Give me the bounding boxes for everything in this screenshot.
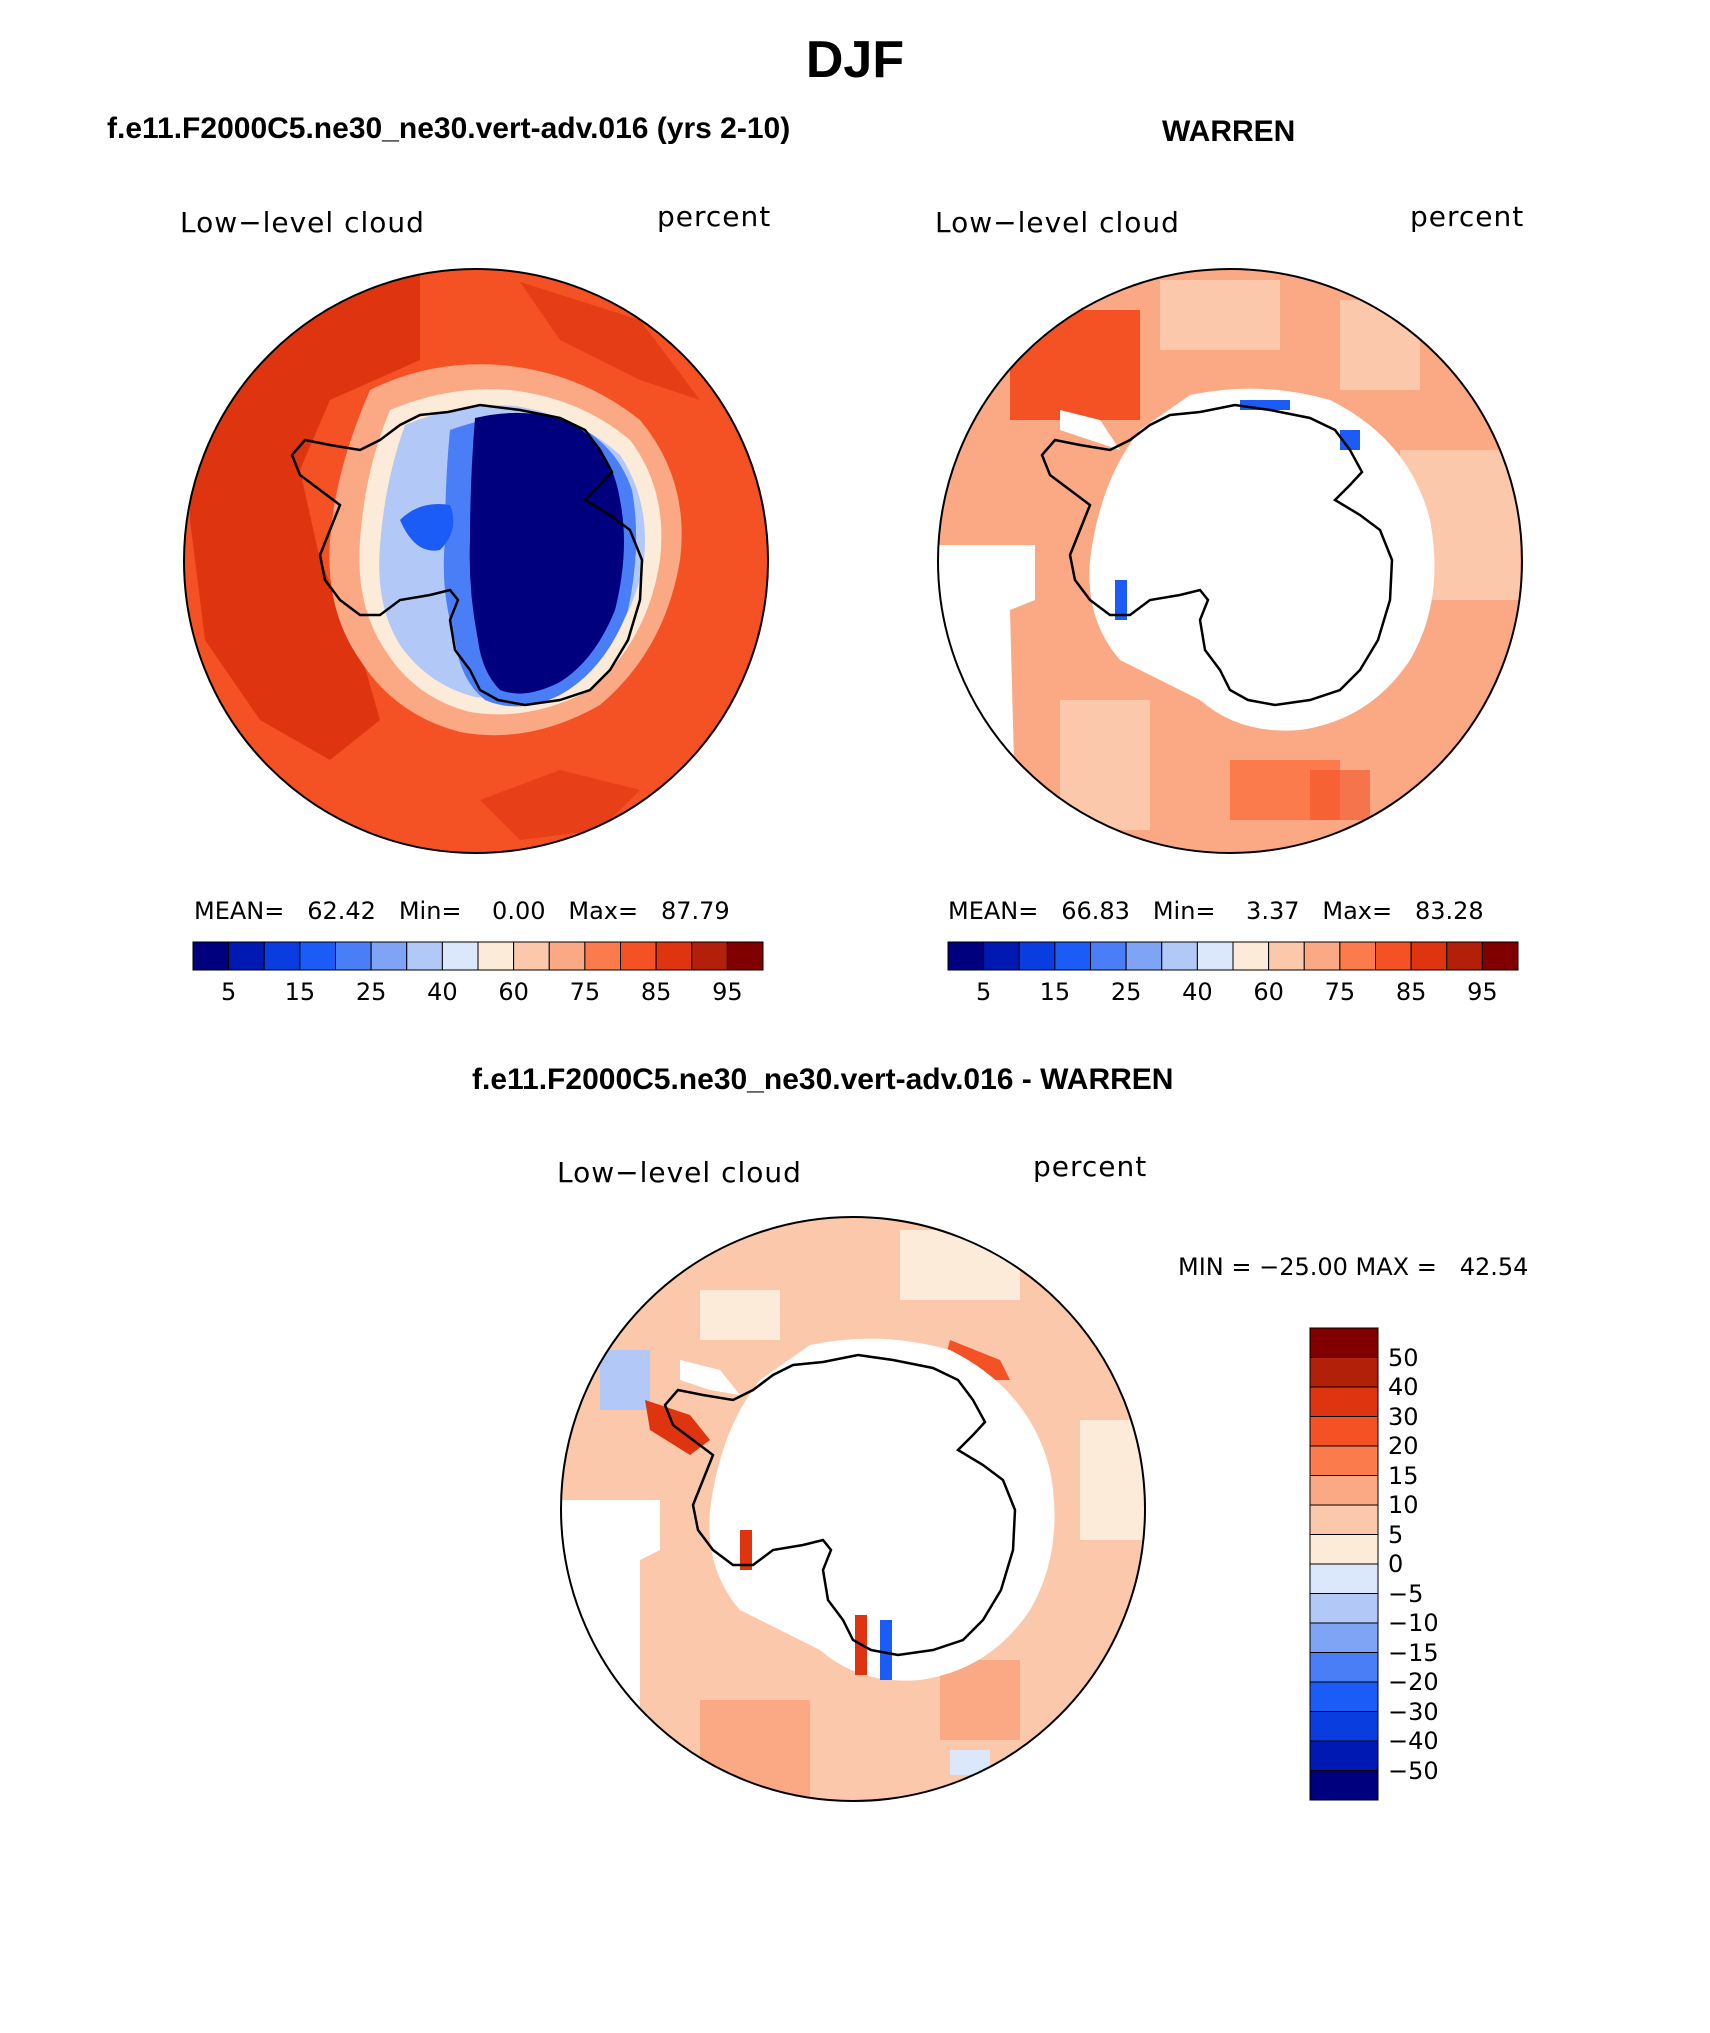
model-colorbar-swatch: [335, 941, 372, 971]
diff-colorbar-tick-label: 30: [1388, 1402, 1419, 1431]
diff-colorbar-tick-label: −15: [1388, 1638, 1439, 1667]
obs-panel-title: WARREN: [1162, 115, 1296, 148]
diff-colorbar-swatch: [1309, 1740, 1379, 1771]
obs-colorbar-swatch: [1196, 941, 1234, 971]
model-panel-title: f.e11.F2000C5.ne30_ne30.vert-adv.016 (yr…: [107, 112, 791, 145]
diff-colorbar-tick-label: 20: [1388, 1432, 1419, 1460]
diff-colorbar-tick-label: 15: [1388, 1461, 1419, 1490]
obs-colorbar-swatch: [1410, 941, 1448, 971]
diff-panel-title: f.e11.F2000C5.ne30_ne30.vert-adv.016 - W…: [472, 1063, 1174, 1096]
model-colorbar-swatch: [299, 941, 336, 971]
model-stats: MEAN= 62.42 Min= 0.00 Max= 87.79: [194, 897, 730, 925]
diff-colorbar-swatch: [1309, 1622, 1379, 1653]
obs-colorbar-swatch: [1339, 941, 1376, 971]
model-colorbar-tick-label: 95: [712, 978, 743, 1006]
obs-colorbar-swatch: [1268, 941, 1305, 971]
diff-colorbar-swatch: [1309, 1357, 1379, 1388]
model-colorbar-swatch: [655, 941, 693, 971]
model-colorbar-swatch: [477, 941, 515, 971]
model-colorbar-swatch: [726, 941, 764, 971]
obs-colorbar-tick-label: 75: [1324, 978, 1356, 1006]
diff-colorbar-swatch: [1309, 1563, 1379, 1594]
diff-antarctica-coastline: [663, 1353, 1017, 1657]
obs-colorbar-swatch: [1481, 941, 1519, 971]
diff-colorbar-tick-label: 50: [1388, 1343, 1419, 1372]
obs-colorbar-tick-label: 5: [975, 978, 992, 1006]
obs-antarctica-coastline: [1040, 403, 1394, 707]
obs-colorbar-swatch: [1161, 941, 1198, 971]
obs-colorbar-tick-label: 25: [1110, 978, 1142, 1006]
model-colorbar-tick-label: 85: [640, 978, 672, 1006]
model-colorbar-tick-label: 15: [284, 978, 316, 1006]
diff-colorbar-swatch: [1309, 1504, 1379, 1535]
figure-title: DJF: [805, 31, 905, 89]
model-colorbar-tick-label: 40: [427, 978, 458, 1006]
diff-colorbar-tick-label: −20: [1388, 1668, 1439, 1696]
model-variable-label: Low−level cloud: [180, 206, 425, 239]
diff-colorbar-swatch: [1309, 1593, 1379, 1624]
obs-colorbar-swatch: [983, 941, 1020, 971]
obs-variable-label: Low−level cloud: [935, 206, 1180, 239]
obs-colorbar-tick-label: 95: [1467, 978, 1498, 1006]
obs-units-label: percent: [1410, 200, 1525, 233]
obs-colorbar-tick-label: 40: [1182, 978, 1213, 1006]
model-colorbar-swatch: [370, 941, 408, 971]
obs-colorbar-swatch: [1018, 941, 1056, 971]
obs-colorbar-swatch: [1232, 941, 1270, 971]
diff-colorbar-tick-label: 40: [1388, 1373, 1419, 1401]
diff-colorbar-tick-label: −50: [1388, 1756, 1439, 1785]
diff-colorbar-swatch: [1309, 1445, 1379, 1476]
diff-colorbar-swatch: [1309, 1711, 1379, 1742]
obs-colorbar-swatch: [1054, 941, 1091, 971]
diff-map-boundary: [560, 1216, 1146, 1802]
obs-stats: MEAN= 66.83 Min= 3.37 Max= 83.28: [948, 897, 1484, 925]
obs-colorbar-tick-label: 60: [1253, 978, 1284, 1006]
model-colorbar-swatch: [192, 941, 230, 971]
obs-colorbar-swatch: [947, 941, 985, 971]
diff-colorbar-tick-label: 5: [1388, 1520, 1404, 1549]
model-colorbar-swatch: [406, 941, 443, 971]
diff-colorbar-tick-label: −30: [1388, 1697, 1439, 1726]
obs-colorbar-swatch: [1090, 941, 1127, 971]
diff-colorbar-tick-label: 0: [1388, 1550, 1404, 1578]
diff-minmax: MIN = −25.00 MAX = 42.54: [1178, 1253, 1529, 1281]
diff-units-label: percent: [1033, 1150, 1148, 1183]
diff-colorbar-swatch: [1309, 1327, 1379, 1358]
obs-colorbar-tick-label: 85: [1395, 978, 1427, 1006]
diff-variable-label: Low−level cloud: [557, 1156, 802, 1189]
model-colorbar-swatch: [228, 941, 265, 971]
diff-colorbar-swatch: [1309, 1534, 1379, 1565]
diff-colorbar-tick-label: −40: [1388, 1727, 1439, 1755]
diff-colorbar-swatch: [1309, 1475, 1379, 1506]
model-colorbar-tick-label: 25: [355, 978, 387, 1006]
model-antarctica-coastline: [290, 403, 644, 707]
model-colorbar-tick-label: 60: [498, 978, 529, 1006]
diff-colorbar-tick-label: −10: [1388, 1609, 1439, 1637]
diff-colorbar-tick-label: −5: [1388, 1579, 1424, 1608]
model-colorbar-tick-label: 75: [569, 978, 601, 1006]
model-map-boundary: [183, 268, 769, 854]
model-colorbar-tick-label: 5: [220, 978, 237, 1006]
model-colorbar-swatch: [620, 941, 657, 971]
model-colorbar-swatch: [548, 941, 586, 971]
diff-colorbar-tick-label: 10: [1388, 1491, 1419, 1519]
obs-colorbar-tick-label: 15: [1039, 978, 1071, 1006]
model-colorbar-swatch: [263, 941, 301, 971]
model-units-label: percent: [657, 200, 772, 233]
model-colorbar-swatch: [691, 941, 728, 971]
model-colorbar-swatch: [584, 941, 621, 971]
obs-map-boundary: [937, 268, 1523, 854]
model-colorbar-swatch: [513, 941, 550, 971]
diff-colorbar-swatch: [1309, 1770, 1379, 1801]
